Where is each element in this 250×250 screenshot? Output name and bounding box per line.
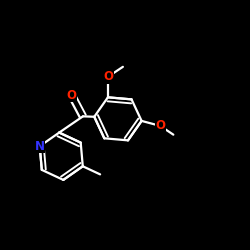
Text: O: O bbox=[67, 88, 77, 102]
Text: O: O bbox=[103, 70, 113, 83]
Text: O: O bbox=[155, 120, 165, 132]
Text: N: N bbox=[35, 140, 45, 153]
